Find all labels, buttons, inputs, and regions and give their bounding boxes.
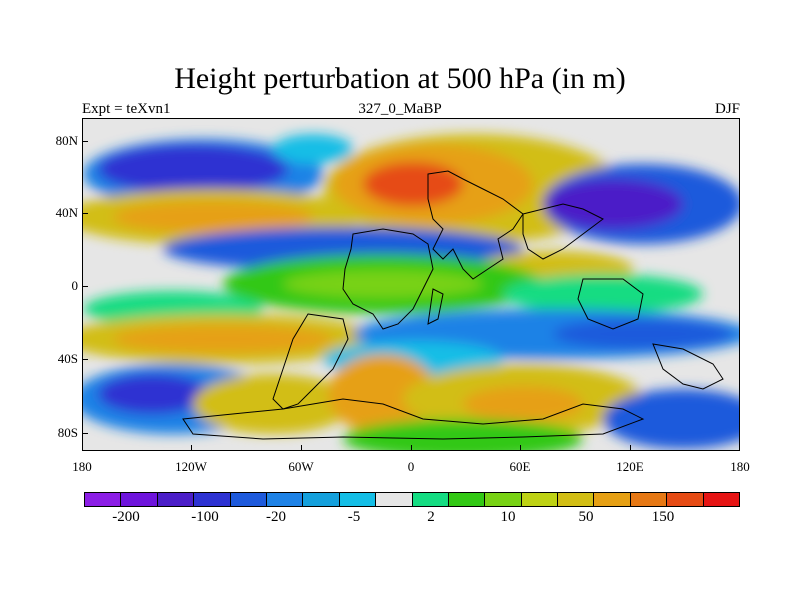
x-tick-120e: 120E [616,459,644,474]
x-tick-180e: 180 [730,459,750,474]
colorbar-swatch [157,493,195,506]
y-tick-80s: 80S [57,425,78,440]
colorbar-swatch [448,493,486,506]
coastlines [182,170,724,440]
y-tickmark [82,359,88,360]
colorbar-swatch [266,493,304,506]
colorbar-label: -5 [347,509,361,525]
contour-map [83,119,739,450]
colorbar-swatch [376,493,413,506]
y-tick-40s: 40S [57,351,78,366]
x-tick-0: 0 [407,459,415,474]
y-tickmark [82,213,88,214]
x-tickmark [301,445,302,451]
x-tickmark [191,445,192,451]
y-tick-0: 0 [71,278,79,293]
colorbar-swatch [630,493,668,506]
colorbar-swatch [594,493,631,506]
season-label: DJF [714,101,740,117]
colorbar-swatch [339,493,377,506]
colorbar-swatch [85,493,122,506]
colorbar-swatch [703,493,740,506]
x-tick-60e: 60E [509,459,531,474]
y-tickmark [82,141,88,142]
field-blobs [83,134,739,450]
x-tickmark [520,445,521,451]
x-tick-180w: 180 [72,459,92,474]
y-tickmark [82,433,88,434]
x-tickmark [630,445,631,451]
plot-title: Height perturbation at 500 hPa (in m) [174,62,626,95]
y-tick-80n: 80N [55,133,78,148]
colorbar-swatch [121,493,158,506]
colorbar-swatch [558,493,595,506]
colorbar-swatch [194,493,231,506]
colorbar-swatch [485,493,522,506]
colorbar-swatch [521,493,559,506]
colorbar-label: 2 [427,509,435,525]
x-tick-120w: 120W [175,459,207,474]
colorbar-swatch [412,493,449,506]
colorbar-label: -100 [191,509,219,525]
colorbar-label: 10 [500,509,516,525]
y-tick-40n: 40N [55,205,78,220]
period-label: 327_0_MaBP [358,101,442,117]
colorbar-label: 150 [651,509,675,525]
x-tick-60w: 60W [288,459,314,474]
map-panel [82,118,740,451]
colorbar [84,492,740,507]
colorbar-label: 50 [578,509,594,525]
colorbar-swatch [667,493,704,506]
y-tickmark [82,286,88,287]
x-tickmark [411,445,412,451]
colorbar-label: -20 [266,509,286,525]
colorbar-swatch [230,493,267,506]
colorbar-swatch [303,493,340,506]
experiment-label: Expt = teXvn1 [82,101,171,117]
colorbar-label: -200 [112,509,140,525]
